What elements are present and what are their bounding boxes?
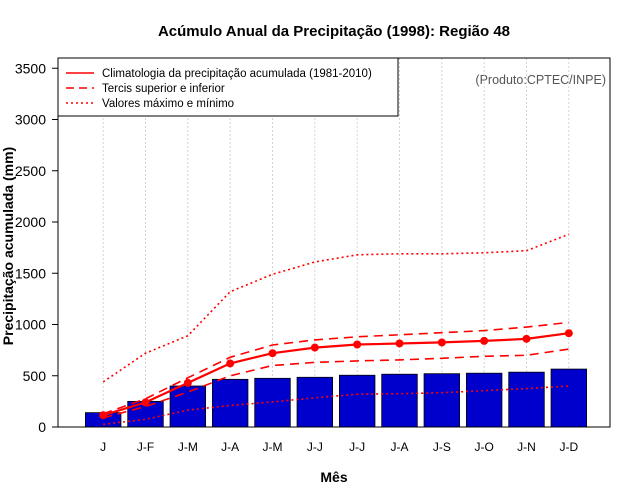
- series-point: [268, 349, 277, 358]
- bar: [169, 385, 207, 428]
- legend-entry-tercis: Tercis superior e inferior: [102, 83, 225, 95]
- bar: [423, 373, 461, 428]
- series-point: [226, 359, 235, 368]
- x-tick-label: J: [100, 440, 106, 454]
- bar: [550, 368, 588, 428]
- y-tick-label: 1500: [15, 265, 46, 281]
- series-line: [102, 321, 569, 415]
- series-line: [103, 385, 569, 426]
- chart-title: Acúmulo Anual da Precipitação (1998): Re…: [158, 23, 510, 40]
- bars-series: [84, 368, 588, 428]
- legend-entry-extremes: Valores máximo e mínimo: [102, 98, 234, 110]
- y-tick-label: 3500: [15, 60, 46, 76]
- series-point: [395, 339, 404, 348]
- x-tick-label: J-S: [433, 440, 451, 454]
- bar: [296, 376, 334, 428]
- x-tick-label: J-J: [349, 440, 365, 454]
- series-point: [353, 340, 362, 349]
- x-tick-label: J-A: [221, 440, 239, 454]
- axes: 0 500 1000 1500 2000 2500 3000 3500 J J-F J-M J-A J-…: [15, 60, 579, 454]
- bar: [338, 374, 376, 428]
- series-line: [102, 233, 570, 383]
- x-tick-label: J-D: [559, 440, 578, 454]
- series-point: [564, 329, 573, 338]
- y-tick-label: 2000: [15, 214, 46, 230]
- series-point: [310, 343, 319, 352]
- y-tick-label: 0: [38, 419, 46, 435]
- x-tick-label: J-F: [137, 440, 154, 454]
- series-line: [102, 348, 569, 419]
- y-tick-label: 500: [23, 368, 47, 384]
- y-tick-label: 1000: [15, 317, 46, 333]
- series-point: [141, 398, 150, 407]
- y-tick-label: 2500: [15, 163, 46, 179]
- grid: [102, 58, 570, 427]
- series-point: [480, 336, 489, 345]
- x-tick-label: J-A: [391, 440, 409, 454]
- series-point: [183, 378, 192, 387]
- bar: [211, 378, 249, 428]
- x-tick-label: J-M: [263, 440, 283, 454]
- legend-box: [57, 57, 399, 117]
- series-line: [102, 332, 569, 417]
- x-axis-label: Mês: [320, 469, 347, 485]
- legend: Climatologia da precipitação acumulada (…: [57, 57, 399, 117]
- lines-series: [99, 233, 573, 426]
- x-tick-label: J-J: [307, 440, 323, 454]
- bar: [465, 372, 503, 428]
- y-axis-label: Precipitação acumulada (mm): [0, 147, 16, 345]
- x-tick-label: J-N: [517, 440, 536, 454]
- bar: [508, 371, 545, 428]
- series-point: [437, 338, 446, 347]
- credit-text: (Produto:CPTEC/INPE): [475, 73, 606, 87]
- series-point: [522, 334, 531, 343]
- bar: [381, 373, 418, 428]
- y-tick-label: 3000: [15, 112, 46, 128]
- x-tick-label: J-O: [474, 440, 493, 454]
- legend-entry-climatology: Climatologia da precipitação acumulada (…: [102, 68, 372, 80]
- x-tick-label: J-M: [178, 440, 198, 454]
